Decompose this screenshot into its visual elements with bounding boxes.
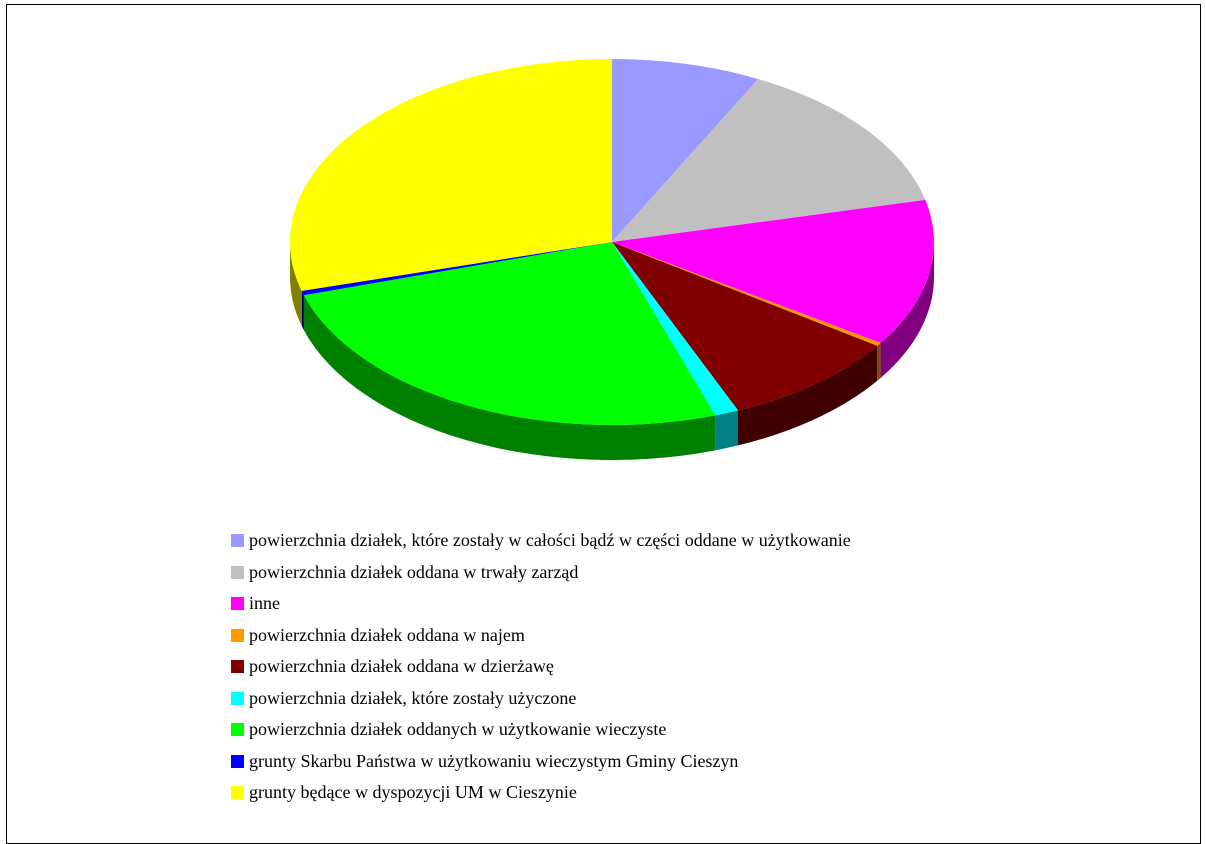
legend-swatch (231, 660, 244, 674)
legend-item: powierzchnia działek oddana w najem (231, 620, 851, 652)
legend-swatch (231, 786, 244, 800)
legend-swatch (231, 597, 244, 611)
pie-slice-8 (301, 242, 612, 296)
legend-swatch (231, 754, 244, 768)
legend-item: powierzchnia działek oddana w trwały zar… (231, 557, 851, 589)
legend-label: powierzchnia działek, które zostały w ca… (249, 530, 851, 551)
pie-slice-side-4 (877, 342, 881, 381)
pie-slice-6 (612, 242, 739, 416)
pie-slice-side-7 (303, 295, 716, 461)
legend-swatch (231, 691, 244, 705)
pie-slice-5 (612, 242, 878, 411)
pie-slice-side-5 (738, 345, 878, 446)
legend-label: grunty będące w dyspozycji UM w Cieszyni… (249, 782, 577, 803)
legend-label: grunty Skarbu Państwa w użytkowaniu wiec… (249, 750, 739, 771)
legend-swatch (231, 628, 244, 642)
legend-label: powierzchnia działek oddana w trwały zar… (249, 561, 579, 582)
legend-item: powierzchnia działek oddana w dzierżawę (231, 651, 851, 683)
pie-chart (289, 59, 935, 461)
pie-slice-9 (289, 59, 612, 291)
legend-item: powierzchnia działek oddanych w użytkowa… (231, 714, 851, 746)
legend-label: powierzchnia działek oddanych w użytkowa… (249, 719, 667, 740)
pie-slice-side-3 (880, 242, 935, 378)
legend-swatch (231, 723, 244, 737)
legend-swatch (231, 565, 244, 579)
legend-item: grunty Skarbu Państwa w użytkowaniu wiec… (231, 746, 851, 778)
legend-label: inne (249, 593, 280, 614)
legend-label: powierzchnia działek, które zostały użyc… (249, 687, 577, 708)
pie-slice-3 (612, 199, 934, 343)
legend: powierzchnia działek, które zostały w ca… (231, 525, 851, 809)
pie-slice-side-8 (301, 290, 304, 331)
legend-item: powierzchnia działek, które zostały w ca… (231, 525, 851, 557)
legend-label: powierzchnia działek oddana w dzierżawę (249, 656, 554, 677)
pie-slice-7 (303, 242, 716, 426)
pie-slice-4 (612, 242, 881, 346)
legend-label: powierzchnia działek oddana w najem (249, 624, 525, 645)
pie-slice-1 (612, 59, 759, 242)
legend-item: grunty będące w dyspozycji UM w Cieszyni… (231, 777, 851, 809)
pie-slice-side-9 (290, 242, 302, 326)
pie-slice-side-6 (715, 410, 739, 451)
chart-area: powierzchnia działek, które zostały w ca… (6, 4, 1201, 844)
legend-item: powierzchnia działek, które zostały użyc… (231, 683, 851, 715)
legend-item: inne (231, 588, 851, 620)
pie-slice-2 (612, 78, 926, 243)
legend-swatch (231, 534, 244, 548)
